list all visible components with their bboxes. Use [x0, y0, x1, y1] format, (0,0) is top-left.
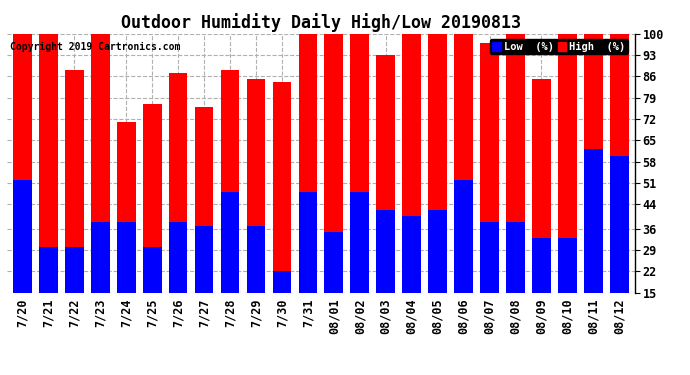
Bar: [558, 34, 577, 292]
Bar: [273, 82, 291, 292]
Bar: [532, 80, 551, 292]
Bar: [428, 34, 447, 292]
Bar: [65, 247, 83, 292]
Bar: [351, 34, 369, 292]
Bar: [376, 210, 395, 292]
Bar: [39, 34, 58, 292]
Bar: [324, 232, 343, 292]
Bar: [91, 34, 110, 292]
Bar: [246, 80, 266, 292]
Bar: [117, 222, 136, 292]
Bar: [13, 34, 32, 292]
Bar: [39, 247, 58, 292]
Bar: [169, 222, 188, 292]
Bar: [402, 216, 421, 292]
Bar: [532, 238, 551, 292]
Bar: [584, 149, 602, 292]
Bar: [610, 156, 629, 292]
Bar: [65, 70, 83, 292]
Bar: [169, 74, 188, 292]
Bar: [143, 247, 161, 292]
Bar: [454, 180, 473, 292]
Bar: [506, 222, 525, 292]
Bar: [13, 180, 32, 292]
Bar: [91, 222, 110, 292]
Bar: [351, 192, 369, 292]
Bar: [454, 34, 473, 292]
Bar: [558, 238, 577, 292]
Bar: [584, 34, 602, 292]
Bar: [117, 122, 136, 292]
Bar: [428, 210, 447, 292]
Legend: Low  (%), High  (%): Low (%), High (%): [490, 39, 629, 54]
Bar: [610, 34, 629, 292]
Bar: [299, 34, 317, 292]
Bar: [221, 192, 239, 292]
Bar: [480, 43, 499, 292]
Bar: [221, 70, 239, 292]
Bar: [273, 271, 291, 292]
Bar: [299, 192, 317, 292]
Bar: [246, 225, 266, 292]
Bar: [195, 225, 213, 292]
Text: Copyright 2019 Cartronics.com: Copyright 2019 Cartronics.com: [10, 42, 180, 51]
Bar: [324, 34, 343, 292]
Bar: [376, 55, 395, 292]
Title: Outdoor Humidity Daily High/Low 20190813: Outdoor Humidity Daily High/Low 20190813: [121, 13, 521, 32]
Bar: [480, 222, 499, 292]
Bar: [143, 104, 161, 292]
Bar: [506, 34, 525, 292]
Bar: [402, 34, 421, 292]
Bar: [195, 107, 213, 292]
